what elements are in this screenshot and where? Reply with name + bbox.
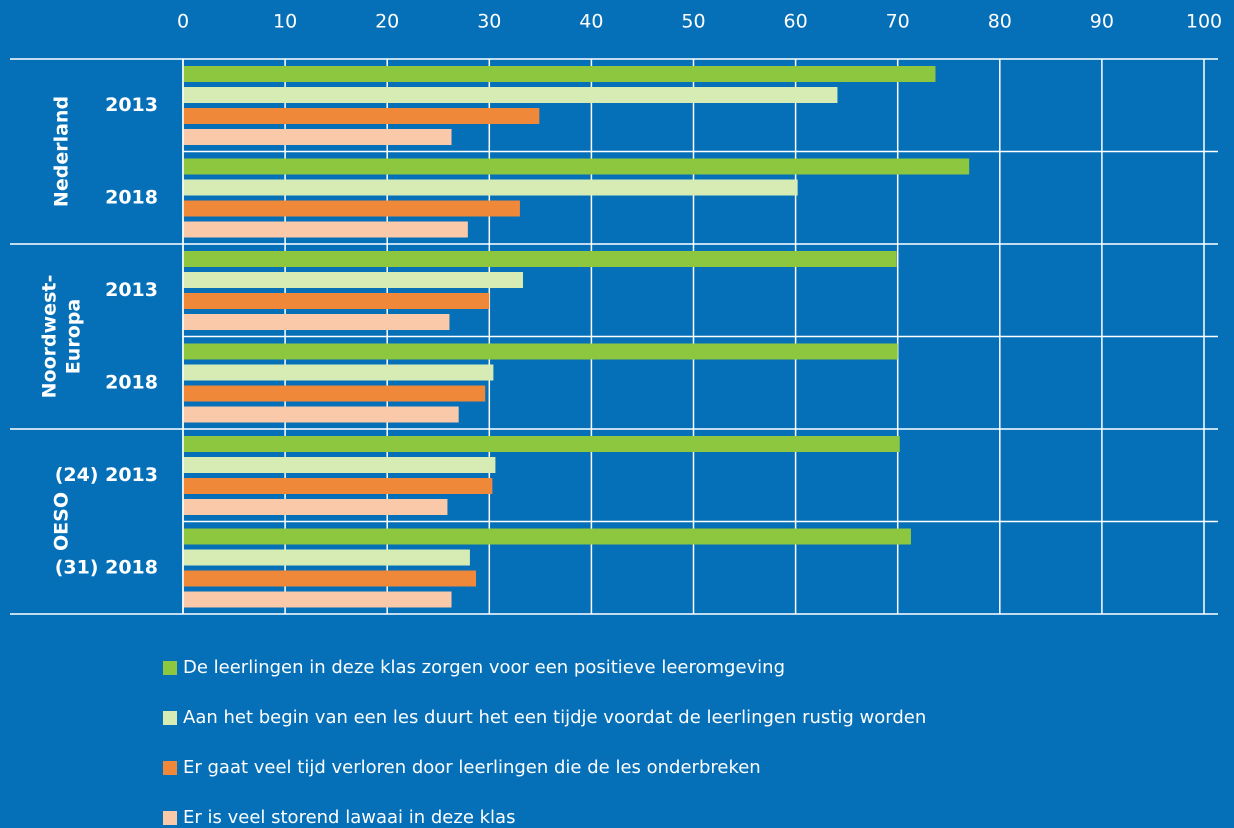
x-tick-label: 20 bbox=[375, 11, 399, 33]
x-tick-label: 90 bbox=[1090, 11, 1114, 33]
bar bbox=[183, 436, 900, 452]
legend-swatch bbox=[163, 811, 177, 825]
bar bbox=[183, 591, 452, 608]
x-tick-label: 10 bbox=[273, 11, 297, 33]
legend-label: Er is veel storend lawaai in deze klas bbox=[183, 807, 515, 828]
bar bbox=[183, 158, 970, 175]
bar bbox=[183, 129, 452, 145]
group-label: OESO bbox=[51, 492, 73, 551]
legend-swatch bbox=[163, 761, 177, 775]
group-label: Noordwest- bbox=[39, 275, 61, 399]
category-label: 2018 bbox=[105, 371, 158, 393]
category-label: (24) 2013 bbox=[55, 464, 158, 486]
bar bbox=[183, 528, 911, 545]
bar bbox=[183, 549, 470, 566]
legend-swatch bbox=[163, 661, 177, 675]
x-tick-label: 0 bbox=[177, 11, 189, 33]
x-tick-label: 40 bbox=[579, 11, 603, 33]
category-label: 2013 bbox=[105, 94, 158, 116]
bar bbox=[183, 293, 490, 309]
x-tick-label: 30 bbox=[477, 11, 501, 33]
bar bbox=[183, 343, 898, 360]
bar bbox=[183, 251, 897, 267]
bar bbox=[183, 570, 477, 587]
legend-label: De leerlingen in deze klas zorgen voor e… bbox=[183, 657, 785, 678]
x-tick-label: 70 bbox=[886, 11, 910, 33]
bar bbox=[183, 385, 486, 402]
legend-swatch bbox=[163, 711, 177, 725]
group-label: Europa bbox=[63, 299, 85, 374]
bar bbox=[183, 406, 459, 423]
bar bbox=[183, 364, 494, 381]
x-tick-label: 50 bbox=[681, 11, 705, 33]
x-tick-label: 80 bbox=[988, 11, 1012, 33]
category-label: 2018 bbox=[105, 186, 158, 208]
legend-label: Er gaat veel tijd verloren door leerling… bbox=[183, 757, 761, 778]
category-label: 2013 bbox=[105, 279, 158, 301]
legend-label: Aan het begin van een les duurt het een … bbox=[183, 707, 926, 728]
bar bbox=[183, 179, 798, 196]
bar bbox=[183, 221, 468, 238]
bar bbox=[183, 200, 520, 217]
bar bbox=[183, 87, 838, 103]
category-label: (31) 2018 bbox=[55, 556, 158, 578]
x-tick-label: 60 bbox=[784, 11, 808, 33]
group-label: Nederland bbox=[51, 96, 73, 207]
bar bbox=[183, 314, 450, 330]
bar bbox=[183, 478, 493, 494]
bar bbox=[183, 66, 936, 82]
bar bbox=[183, 108, 540, 124]
bar bbox=[183, 499, 448, 515]
x-tick-label: 100 bbox=[1186, 11, 1222, 33]
bar bbox=[183, 457, 496, 473]
bar bbox=[183, 272, 523, 288]
